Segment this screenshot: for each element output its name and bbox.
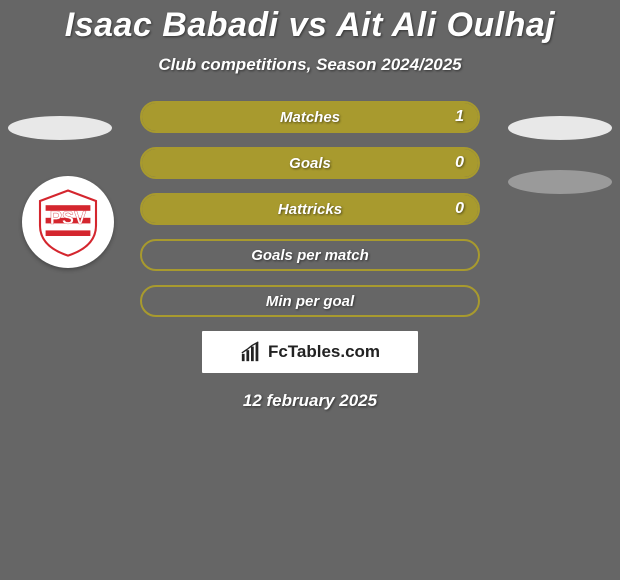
stat-value: 1: [455, 108, 464, 126]
brand-text: FcTables.com: [268, 342, 380, 362]
brand-box-wrap: FcTables.com: [0, 331, 620, 373]
stat-label: Min per goal: [266, 293, 354, 310]
page-title: Isaac Babadi vs Ait Ali Oulhaj: [0, 6, 620, 45]
brand-link[interactable]: FcTables.com: [202, 331, 418, 373]
stat-value: 0: [455, 154, 464, 172]
stat-row: Matches 1: [0, 101, 620, 133]
chart-icon: [240, 341, 262, 363]
widget-container: Isaac Babadi vs Ait Ali Oulhaj Club comp…: [0, 0, 620, 580]
stat-row: Goals per match: [0, 239, 620, 271]
stat-matches: Matches 1: [140, 101, 480, 133]
stat-value: 0: [455, 200, 464, 218]
stat-row: Hattricks 0: [0, 193, 620, 225]
subtitle: Club competitions, Season 2024/2025: [0, 55, 620, 75]
stat-min-per-goal: Min per goal: [140, 285, 480, 317]
stat-label: Hattricks: [278, 201, 342, 218]
stat-goals: Goals 0: [140, 147, 480, 179]
stats-list: Matches 1 Goals 0 Hattricks 0 Goals per …: [0, 101, 620, 317]
stat-label: Goals per match: [251, 247, 369, 264]
stat-goals-per-match: Goals per match: [140, 239, 480, 271]
date-label: 12 february 2025: [0, 391, 620, 411]
stat-row: Min per goal: [0, 285, 620, 317]
stat-hattricks: Hattricks 0: [140, 193, 480, 225]
stat-label: Goals: [289, 155, 331, 172]
stat-row: Goals 0: [0, 147, 620, 179]
stat-label: Matches: [280, 109, 340, 126]
